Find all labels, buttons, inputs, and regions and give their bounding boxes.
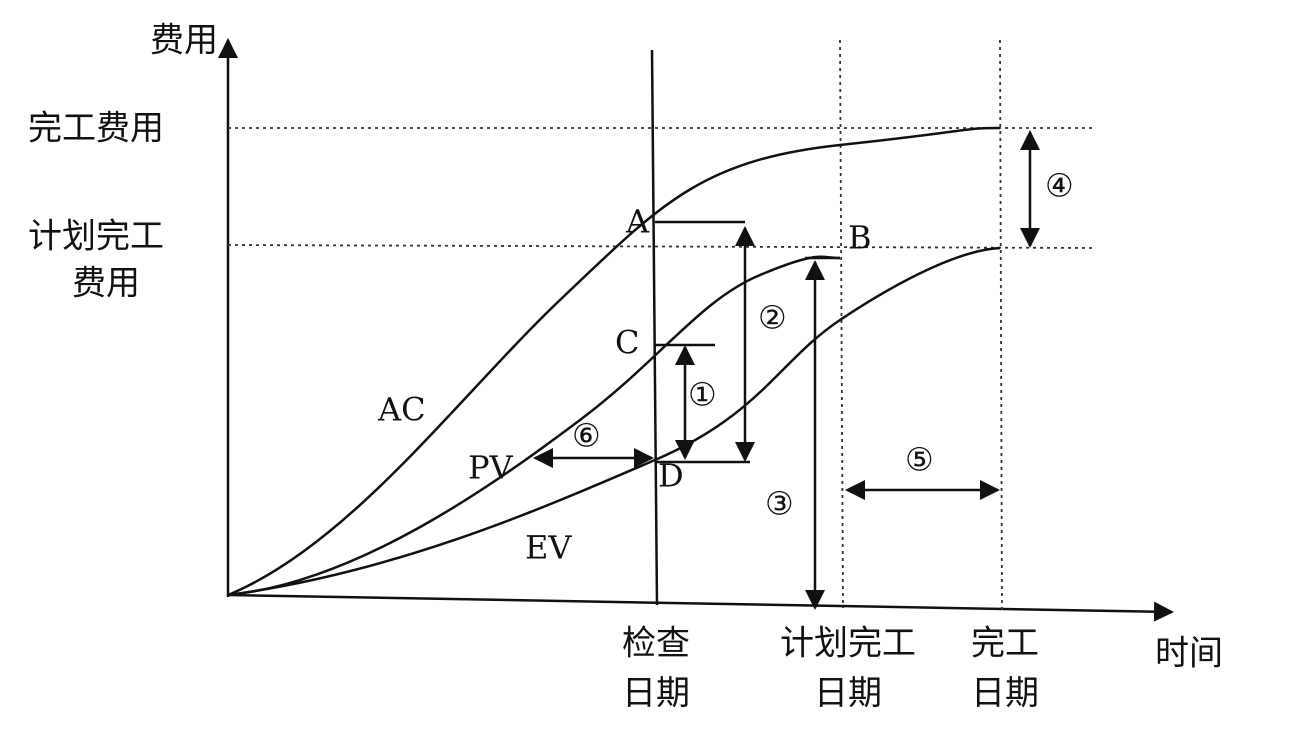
y-level-label: 计划完工 <box>28 217 164 257</box>
marker: ④ <box>1045 167 1074 205</box>
point-label: C <box>615 324 639 362</box>
x-axis <box>227 593 1174 622</box>
point-label: D <box>658 457 684 495</box>
completion-date-line <box>999 39 1003 613</box>
marker: ③ <box>765 485 794 523</box>
x-mark-label: 检查 <box>622 624 690 664</box>
pv-curve <box>227 255 841 597</box>
x-mark-label: 日期 <box>622 674 690 714</box>
ev-curve <box>227 246 1001 597</box>
y-axis-label: 费用 <box>150 21 218 61</box>
x-mark-label: 日期 <box>971 674 1039 714</box>
point-label: A <box>625 203 650 241</box>
x-axis-label: 时间 <box>1155 634 1223 674</box>
x-mark-label: 计划完工 <box>780 624 916 664</box>
marker: ② <box>758 299 787 337</box>
y-level-label: 完工费用 <box>28 109 164 149</box>
curve-label: PV <box>468 449 514 487</box>
planned-date-line <box>839 39 844 609</box>
marker: ⑤ <box>905 441 934 479</box>
planned-cost-line <box>227 244 1096 249</box>
marker: ① <box>688 376 717 414</box>
x-mark-label: 日期 <box>814 674 882 714</box>
curve-label: EV <box>525 529 572 567</box>
check-date-line <box>650 49 659 606</box>
point-label: B <box>848 219 872 257</box>
x-mark-label: 完工 <box>971 624 1039 664</box>
y-level-label: 费用 <box>72 264 140 304</box>
curve-label: AC <box>377 391 426 429</box>
marker: ⑥ <box>572 417 601 455</box>
ac-curve <box>227 126 1001 597</box>
